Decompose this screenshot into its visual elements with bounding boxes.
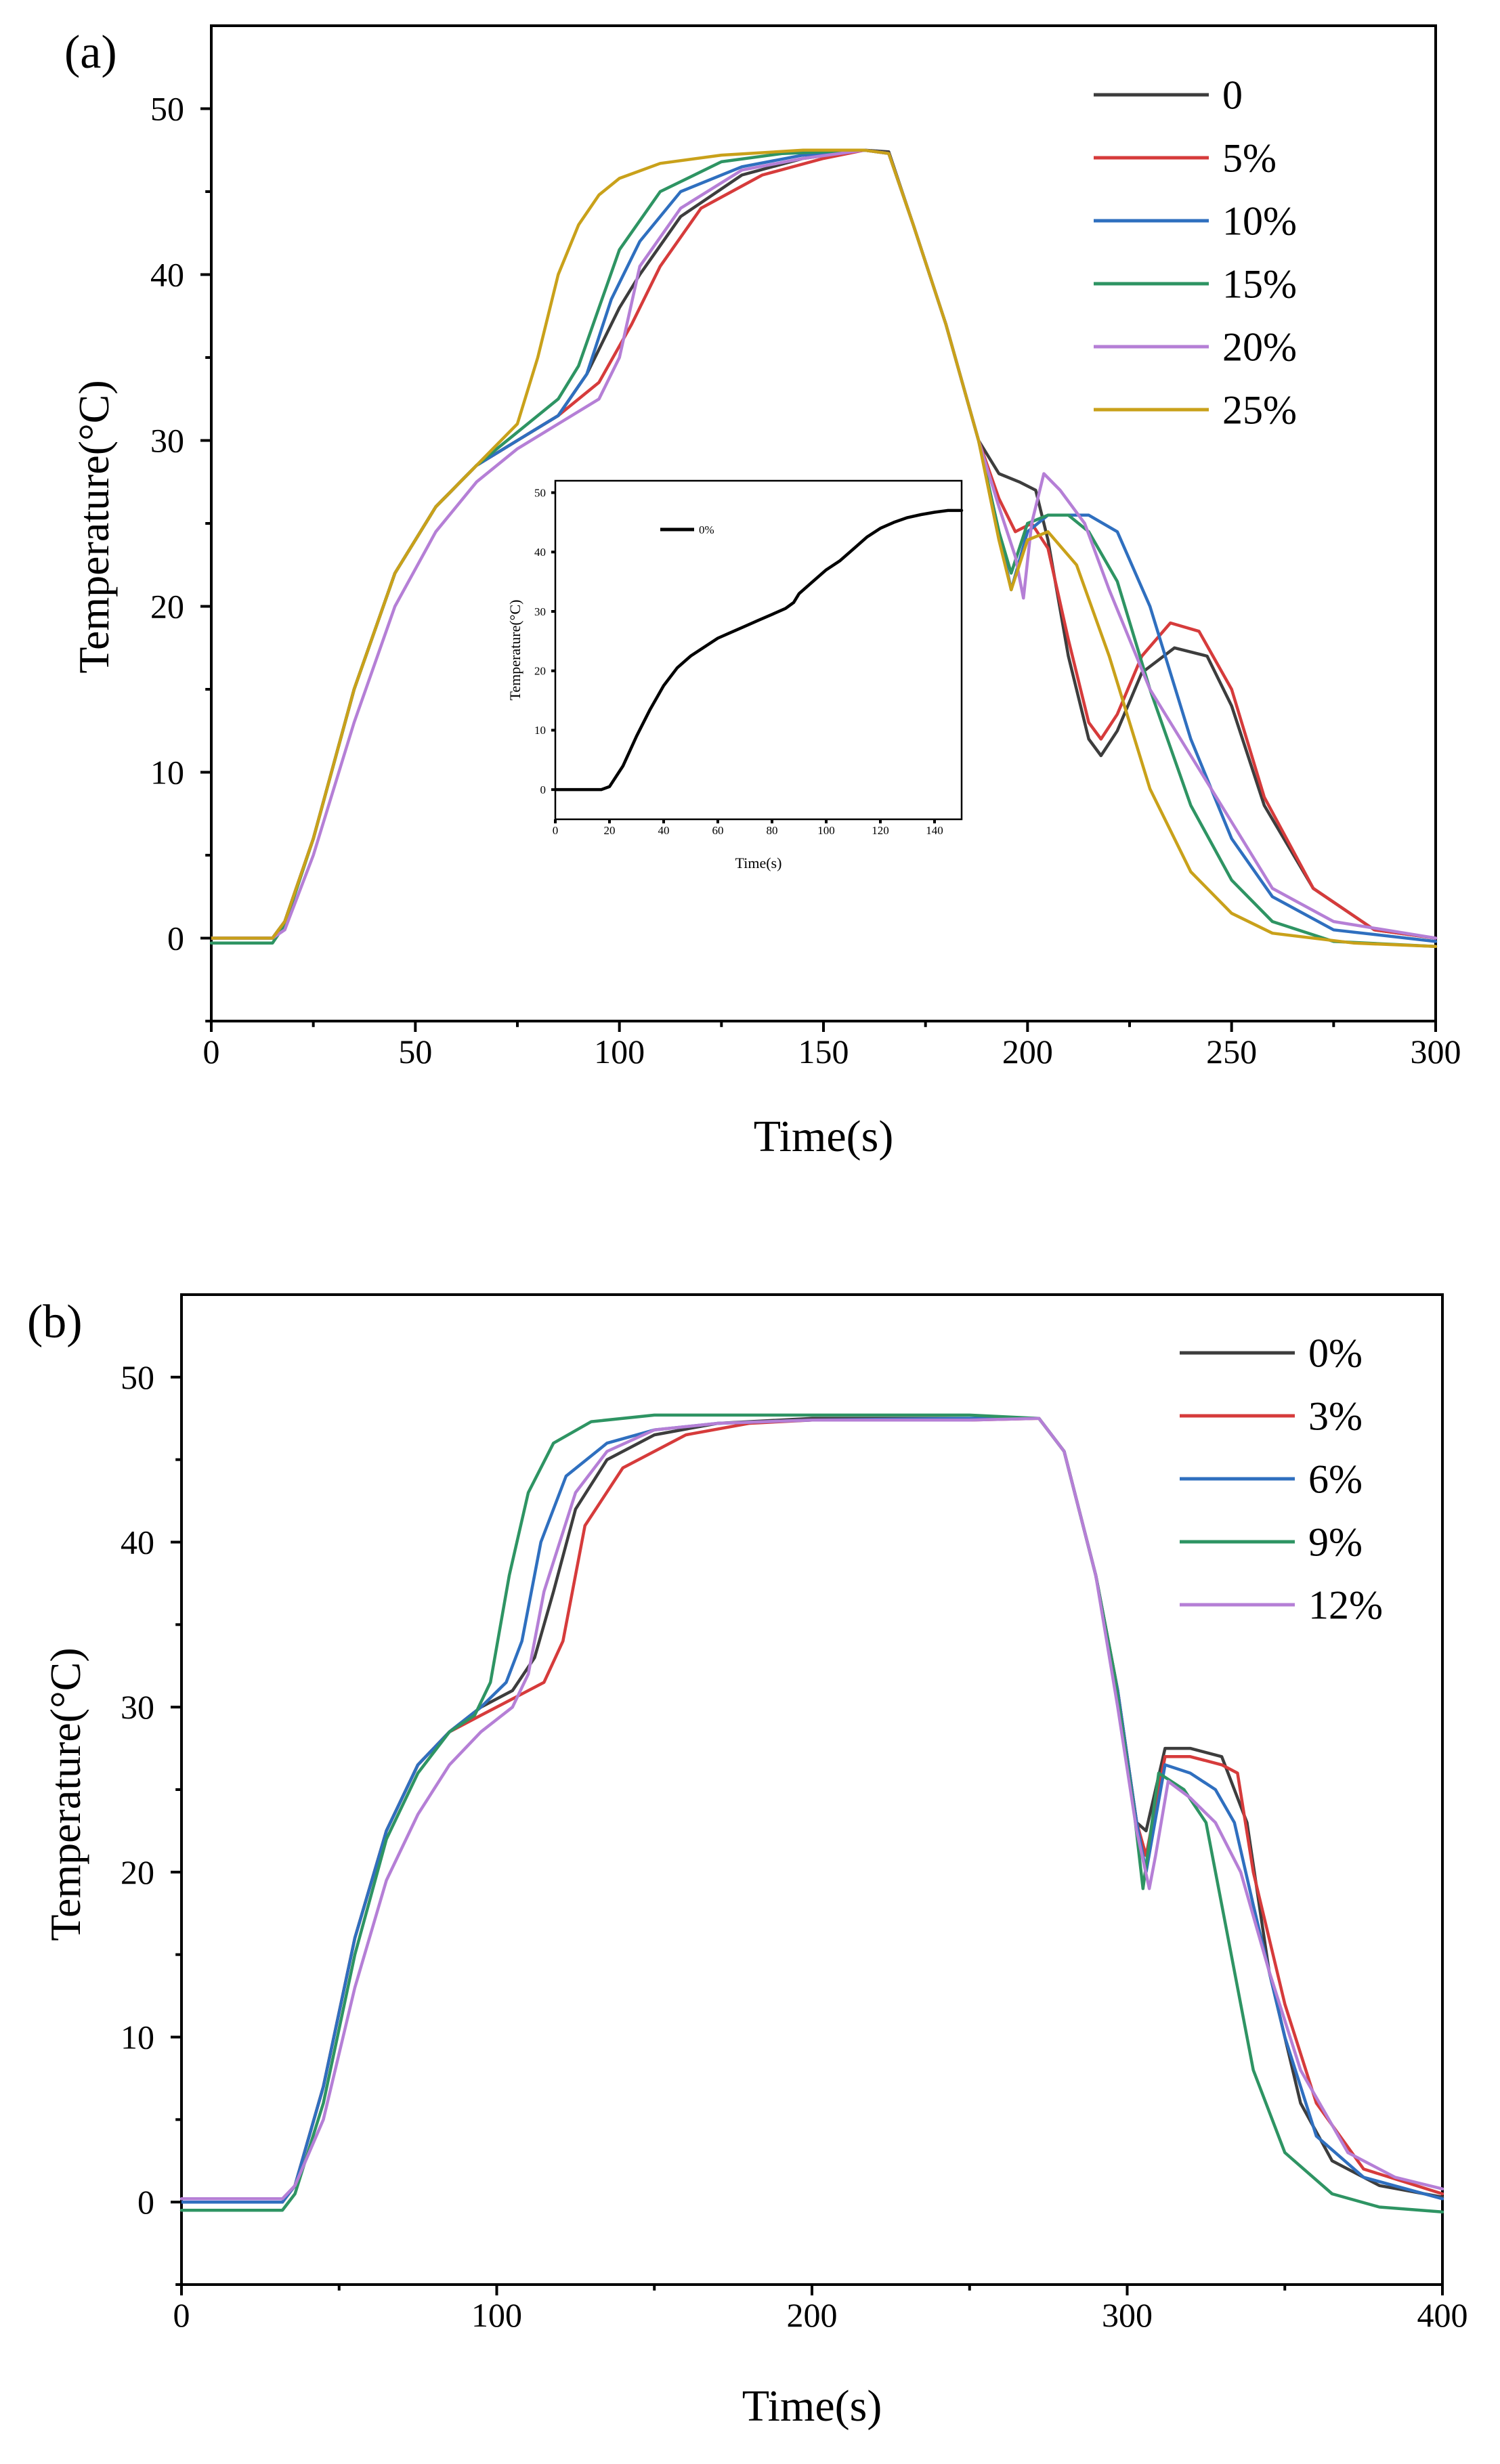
x-tick-label: 120 — [872, 824, 889, 837]
inset: 0 20 40 60 80 100 120 140 0 10 20 30 40 50 Time(s) T… — [507, 479, 964, 871]
panel-label-a: (a) — [64, 26, 117, 79]
x-tick-label: 300 — [1102, 2296, 1153, 2334]
x-axis-label-b: Time(s) — [742, 2381, 882, 2431]
x-tick-label: 50 — [398, 1033, 432, 1071]
series-line-6pct — [179, 1417, 1444, 2204]
x-tick-label: 200 — [787, 2296, 838, 2334]
x-tick-label: 300 — [1411, 1033, 1461, 1071]
x-tick-label: 100 — [817, 824, 835, 837]
x-tick-label: 200 — [1002, 1033, 1053, 1071]
y-tick-label: 10 — [150, 754, 184, 792]
y-tick-label: 30 — [534, 605, 546, 618]
legend-label: 0 — [1222, 72, 1243, 117]
legend-label: 10% — [1222, 198, 1297, 243]
y-tick-label: 50 — [121, 1358, 154, 1396]
panel-label-b: (b) — [27, 1296, 83, 1348]
legend-label: 5% — [1222, 135, 1277, 180]
y-tick-label: 10 — [534, 724, 546, 737]
legend-label: 12% — [1308, 1582, 1383, 1627]
series-line-25pct — [209, 148, 1438, 949]
legend-label: 3% — [1308, 1393, 1363, 1438]
x-tick-label: 80 — [767, 824, 778, 837]
series-line-0pct — [553, 509, 964, 792]
series-line-9pct — [179, 1413, 1444, 2214]
x-tick-label: 140 — [926, 824, 943, 837]
inset-frame — [554, 479, 963, 821]
series-group-a — [209, 148, 1438, 949]
series-line-0pct — [179, 1417, 1444, 2204]
y-tick-label: 50 — [534, 486, 546, 499]
x-tick-label: 150 — [798, 1033, 849, 1071]
y-tick-label: 40 — [534, 546, 546, 559]
legend-label: 15% — [1222, 261, 1297, 306]
legend-a: 0 5% 10% 15% 20% 25% — [1094, 72, 1297, 432]
legend-label: 0% — [1308, 1331, 1363, 1375]
y-tick-label: 20 — [534, 664, 546, 677]
legend-b: 0% 3% 6% 9% 12% — [1180, 1331, 1383, 1627]
x-tick-label: 0 — [203, 1033, 220, 1071]
legend-label: 25% — [1222, 387, 1297, 432]
inset-y-axis-label: Temperature(°C) — [507, 600, 523, 701]
inset-x-ticks: 0 20 40 60 80 100 120 140 — [553, 819, 943, 837]
legend-label: 6% — [1308, 1456, 1363, 1501]
x-tick-label: 100 — [471, 2296, 522, 2334]
y-axis-label-b: Temperature(°C) — [41, 1647, 89, 1941]
series-line-3pct — [179, 1417, 1444, 2204]
plot-frame-b — [180, 1293, 1444, 2286]
y-axis-label-a: Temperature(°C) — [70, 380, 118, 673]
y-tick-label: 50 — [150, 90, 184, 128]
series-line-12pct — [179, 1417, 1444, 2201]
x-ticks-a: 0 50 100 150 200 250 300 — [203, 1021, 1461, 1071]
legend-label: 9% — [1308, 1519, 1363, 1564]
x-ticks-b: 0 100 200 300 400 — [173, 2285, 1468, 2334]
x-tick-label: 100 — [594, 1033, 645, 1071]
panel-b: (b) 0 100 200 300 400 0 10 20 30 40 50 Time(s) Te… — [27, 1293, 1468, 2431]
y-tick-label: 30 — [121, 1688, 154, 1726]
x-axis-label-a: Time(s) — [754, 1112, 894, 1161]
legend-label: 20% — [1222, 324, 1297, 369]
y-tick-label: 20 — [150, 588, 184, 626]
y-ticks-a: 0 10 20 30 40 50 — [150, 90, 211, 1022]
y-tick-label: 10 — [121, 2018, 154, 2056]
y-tick-label: 20 — [121, 1853, 154, 1891]
y-tick-label: 0 — [167, 920, 184, 957]
x-tick-label: 20 — [604, 824, 616, 837]
inset-y-ticks: 0 10 20 30 40 50 — [534, 486, 555, 796]
x-tick-label: 400 — [1417, 2296, 1468, 2334]
x-tick-label: 60 — [712, 824, 724, 837]
x-tick-label: 40 — [658, 824, 670, 837]
legend-label: 0% — [699, 523, 714, 536]
inset-legend: 0% — [660, 523, 714, 536]
inset-x-axis-label: Time(s) — [735, 855, 782, 871]
x-tick-label: 0 — [553, 824, 559, 837]
y-tick-label: 40 — [121, 1523, 154, 1561]
y-tick-label: 0 — [540, 783, 547, 796]
inset-series-group — [553, 509, 964, 792]
series-group-b — [179, 1413, 1444, 2214]
x-tick-label: 0 — [173, 2296, 190, 2334]
y-ticks-b: 0 10 20 30 40 50 — [121, 1358, 181, 2286]
y-tick-label: 0 — [137, 2183, 154, 2221]
y-tick-label: 40 — [150, 256, 184, 294]
y-tick-label: 30 — [150, 422, 184, 460]
x-tick-label: 250 — [1206, 1033, 1257, 1071]
